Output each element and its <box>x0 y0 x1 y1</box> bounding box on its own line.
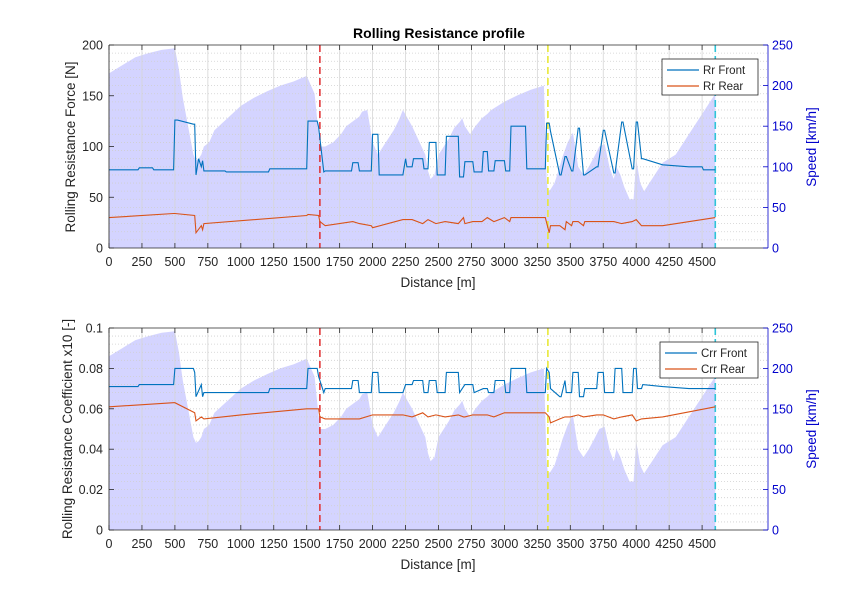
y2-tick-label: 150 <box>772 120 793 134</box>
x-tick-label: 2750 <box>458 255 486 269</box>
y-tick-label: 150 <box>82 89 103 103</box>
y-axis-label: Rolling Resistance Force [N] <box>63 61 78 232</box>
x-axis-label: Distance [m] <box>400 275 475 290</box>
series-line-rr-rear <box>108 212 716 235</box>
y2-tick-label: 0 <box>772 242 779 256</box>
x-tick-label: 250 <box>132 255 153 269</box>
y-tick-label: 0.08 <box>79 362 103 376</box>
x-axis-label: Distance [m] <box>400 557 475 572</box>
x-tick-label: 4000 <box>622 255 650 269</box>
y2-tick-label: 50 <box>772 201 786 215</box>
x-tick-labels: 0 250 500 750 1000 1250 1500 1750 2000 2250 2500 27… <box>106 537 717 551</box>
x-tick-label: 3750 <box>589 255 617 269</box>
y-axis-label: Rolling Resistance Coefficient x10 [-] <box>60 319 75 539</box>
y-tick-label: 0.1 <box>86 322 103 336</box>
y-tick-labels: 0 50 100 150 200 <box>82 39 103 256</box>
y2-tick-label: 50 <box>772 483 786 497</box>
axes-frame <box>108 44 769 249</box>
x-tick-label: 2250 <box>392 255 420 269</box>
legend-entry: Rr Front <box>703 65 746 77</box>
chart-coefficient: 0 250 500 750 1000 1250 1500 1750 2000 2250 2500 27… <box>60 319 819 572</box>
speed-area-fill <box>109 48 716 249</box>
legend: Crr Front Crr Rear <box>659 341 759 379</box>
x-tick-label: 1750 <box>326 255 354 269</box>
y2-tick-label: 100 <box>772 443 793 457</box>
x-tick-label: 1750 <box>326 537 354 551</box>
x-tick-label: 1500 <box>293 537 321 551</box>
x-tick-label: 3000 <box>490 537 518 551</box>
x-tick-labels: 0 250 500 750 1000 1250 1500 1750 2000 2250 2500 27… <box>106 255 717 269</box>
y2-tick-label: 100 <box>772 160 793 174</box>
x-tick-label: 4250 <box>655 255 683 269</box>
series-line-crr-front <box>109 366 716 398</box>
y2-axis-label: Speed [km/h] <box>804 389 819 469</box>
x-tick-label: 2500 <box>425 537 453 551</box>
series-line-rr-front <box>109 119 716 178</box>
y-tick-label: 200 <box>82 39 103 53</box>
speed-area-fill <box>109 331 716 530</box>
y-tick-label: 0.04 <box>79 443 103 457</box>
series-lines <box>108 119 716 235</box>
chart-force: 0 250 500 750 1000 1250 1500 1750 2000 2250 2500 27… <box>63 39 819 291</box>
x-tick-label: 250 <box>132 537 153 551</box>
y-tick-label: 0.06 <box>79 402 103 416</box>
x-tick-label: 3250 <box>523 537 551 551</box>
y-tick-label: 100 <box>82 140 103 154</box>
y2-tick-label: 250 <box>772 322 793 336</box>
y2-tick-label: 200 <box>772 79 793 93</box>
axes-frame <box>108 327 769 531</box>
y2-tick-label: 200 <box>772 362 793 376</box>
x-tick-label: 3500 <box>556 255 584 269</box>
x-tick-label: 2750 <box>458 537 486 551</box>
legend: Rr Front Rr Rear <box>661 58 759 96</box>
x-tick-label: 1250 <box>260 537 288 551</box>
figure-title: Rolling Resistance profile <box>353 25 525 41</box>
x-tick-label: 0 <box>106 255 113 269</box>
x-tick-label: 1000 <box>227 537 255 551</box>
x-tick-label: 0 <box>106 537 113 551</box>
y-tick-label: 50 <box>89 191 103 205</box>
x-tick-label: 3500 <box>556 537 584 551</box>
y2-axis-label: Speed [km/h] <box>804 107 819 187</box>
legend-entry: Crr Rear <box>701 364 745 376</box>
x-tick-label: 4000 <box>622 537 650 551</box>
x-tick-label: 2500 <box>425 255 453 269</box>
y2-tick-label: 0 <box>772 524 779 538</box>
y-tick-labels: 0 0.02 0.04 0.06 0.08 0.1 <box>79 322 103 538</box>
y2-tick-labels: 0 50 100 150 200 250 <box>772 322 793 538</box>
x-tick-label: 750 <box>197 537 218 551</box>
x-tick-label: 750 <box>197 255 218 269</box>
x-tick-label: 1000 <box>227 255 255 269</box>
x-tick-label: 1500 <box>293 255 321 269</box>
y2-tick-labels: 0 50 100 150 200 250 <box>772 39 793 256</box>
x-tick-label: 2250 <box>392 537 420 551</box>
x-tick-label: 3250 <box>523 255 551 269</box>
legend-box <box>659 341 759 379</box>
x-tick-label: 3750 <box>589 537 617 551</box>
y2-tick-label: 250 <box>772 39 793 53</box>
legend-entry: Crr Front <box>701 348 748 360</box>
x-tick-label: 4250 <box>655 537 683 551</box>
x-tick-label: 500 <box>164 537 185 551</box>
series-lines <box>108 366 716 424</box>
y2-tick-label: 150 <box>772 402 793 416</box>
x-tick-label: 500 <box>164 255 185 269</box>
legend-box <box>661 58 759 96</box>
y-tick-label: 0 <box>96 524 103 538</box>
x-tick-label: 3000 <box>490 255 518 269</box>
x-tick-label: 2000 <box>359 537 387 551</box>
legend-entry: Rr Rear <box>703 81 743 93</box>
y-tick-label: 0.02 <box>79 483 103 497</box>
x-tick-label: 4500 <box>688 537 716 551</box>
y-tick-label: 0 <box>96 242 103 256</box>
x-tick-label: 1250 <box>260 255 288 269</box>
x-tick-label: 4500 <box>688 255 716 269</box>
x-tick-label: 2000 <box>359 255 387 269</box>
series-line-crr-rear <box>108 402 716 424</box>
